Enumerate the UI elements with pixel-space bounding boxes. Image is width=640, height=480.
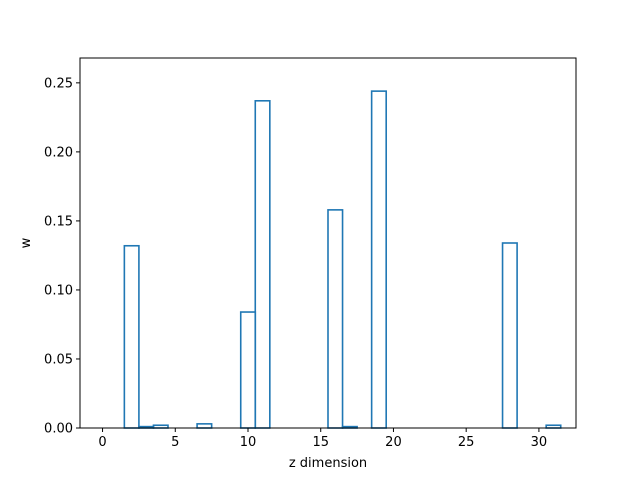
y-tick-label: 0.25 [44, 76, 73, 91]
y-tick-label: 0.20 [44, 145, 73, 160]
x-axis-label: z dimension [289, 456, 367, 471]
x-tick-label: 25 [458, 435, 475, 450]
y-ticks-layer: 0.00 0.05 0.10 0.15 0.20 0.25 [44, 76, 80, 437]
x-tick-label: 5 [171, 435, 179, 450]
y-tick-label: 0.15 [44, 214, 73, 229]
plot-frame [79, 57, 577, 429]
y-tick-label: 0.05 [44, 352, 73, 367]
y-tick-label: 0.00 [44, 422, 73, 437]
x-tick-label: 20 [385, 435, 402, 450]
x-tick-label: 10 [240, 435, 257, 450]
x-tick-label: 30 [531, 435, 548, 450]
x-tick-label: 15 [312, 435, 329, 450]
x-ticks-layer: 0 5 10 15 20 25 30 [98, 428, 547, 450]
y-tick-label: 0.10 [44, 283, 73, 298]
x-tick-label: 0 [98, 435, 106, 450]
y-axis-label: w [19, 237, 34, 248]
